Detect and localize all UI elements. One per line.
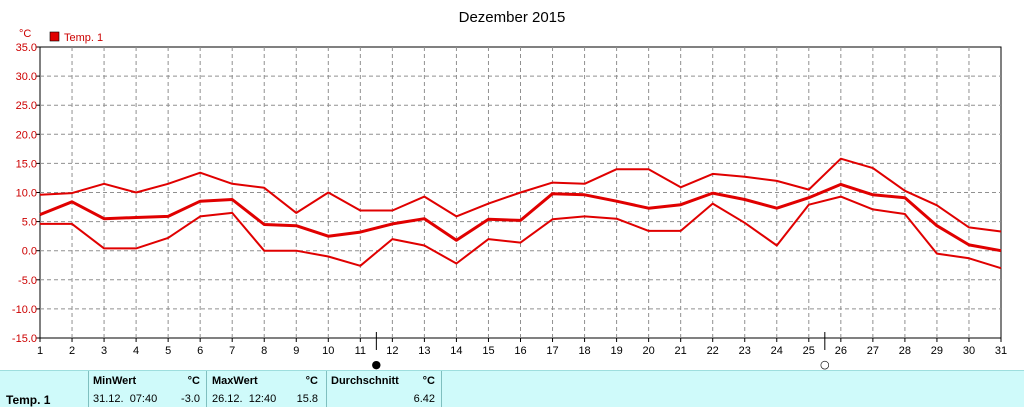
series-line-avg: [39, 182, 1002, 253]
max-header: MaxWert: [212, 375, 258, 387]
stats-sensor-label: Temp. 1: [6, 393, 51, 407]
stats-sensor-cell: Temp. 1: [0, 371, 89, 407]
stats-avg-cell: Durchschnitt °C 6.42: [326, 371, 442, 407]
y-tick-label: -10.0: [12, 304, 37, 316]
y-tick-label: 35.0: [16, 42, 37, 54]
x-tick-label: 16: [514, 345, 526, 357]
moon-markers: ● ○: [372, 332, 830, 370]
avg-value: 6.42: [413, 393, 435, 405]
y-tick-label: 30.0: [16, 71, 37, 83]
x-tick-label: 13: [418, 345, 430, 357]
y-tick-label: 15.0: [16, 158, 37, 170]
avg-header: Durchschnitt: [331, 375, 399, 387]
x-tick-label: 14: [450, 345, 462, 357]
x-tick-label: 7: [229, 345, 235, 357]
y-tick-label: 20.0: [16, 129, 37, 141]
max-datetime: 26.12. 12:40: [212, 393, 277, 405]
x-tick-label: 15: [482, 345, 494, 357]
y-tick-label: -5.0: [18, 275, 37, 287]
axis-ticks: 35.0 30.0 25.0 20.0 15.0 10.0 5.0 0.0 -5.0 -10.0 -…: [12, 42, 1007, 357]
moon-marker-symbol: ○: [820, 358, 830, 370]
x-tick-label: 9: [293, 345, 299, 357]
x-tick-label: 24: [771, 345, 783, 357]
x-tick-label: 10: [322, 345, 334, 357]
min-datetime: 31.12. 07:40: [93, 393, 158, 405]
series-lines: [39, 157, 1002, 270]
y-tick-label: 0.0: [22, 246, 37, 258]
x-tick-label: 2: [69, 345, 75, 357]
x-tick-label: 17: [546, 345, 558, 357]
series-line-max: [39, 157, 1002, 233]
legend-label: Temp. 1: [64, 32, 103, 44]
legend-swatch: [49, 31, 60, 42]
chart-title: Dezember 2015: [459, 9, 566, 26]
stats-max-cell: MaxWert °C 26.12. 12:40 15.8: [206, 371, 327, 407]
x-tick-label: 30: [963, 345, 975, 357]
x-tick-label: 19: [610, 345, 622, 357]
x-tick-label: 5: [165, 345, 171, 357]
x-tick-label: 11: [355, 345, 366, 357]
max-unit: °C: [305, 375, 318, 387]
stats-min-cell: MinWert °C 31.12. 07:40 -3.0: [88, 371, 207, 407]
temperature-chart: Dezember 2015 °C Temp. 1 35.030.025.020.…: [12, 9, 1007, 370]
x-tick-label: 20: [643, 345, 655, 357]
series-line-min: [40, 195, 1002, 270]
y-axis-unit: °C: [19, 28, 31, 40]
min-header: MinWert: [93, 375, 137, 387]
x-tick-label: 23: [739, 345, 751, 357]
x-tick-label: 31: [995, 345, 1007, 357]
x-tick-label: 25: [803, 345, 815, 357]
x-tick-label: 6: [197, 345, 203, 357]
x-tick-label: 28: [899, 345, 911, 357]
x-tick-label: 8: [261, 345, 267, 357]
x-tick-label: 3: [101, 345, 107, 357]
x-tick-label: 18: [578, 345, 590, 357]
x-tick-label: 26: [835, 345, 847, 357]
min-unit: °C: [187, 375, 200, 387]
x-tick-label: 1: [37, 345, 43, 357]
grid-lines: [40, 47, 1001, 338]
y-tick-label: 25.0: [16, 100, 37, 112]
min-value: -3.0: [181, 393, 200, 405]
max-value: 15.8: [296, 393, 318, 405]
x-tick-label: 29: [931, 345, 943, 357]
y-tick-label: 5.0: [22, 217, 37, 229]
x-tick-label: 27: [867, 345, 879, 357]
x-tick-label: 12: [386, 345, 398, 357]
statistics-bar: Temp. 1 MinWert °C 31.12. 07:40 -3.0 Max…: [0, 370, 1024, 407]
x-tick-label: 22: [707, 345, 719, 357]
moon-marker-symbol: ●: [372, 358, 382, 370]
y-tick-label: -15.0: [12, 333, 37, 345]
x-tick-label: 4: [133, 345, 139, 357]
avg-unit: °C: [422, 375, 435, 387]
x-tick-label: 21: [675, 345, 687, 357]
y-tick-label: 10.0: [16, 188, 37, 200]
